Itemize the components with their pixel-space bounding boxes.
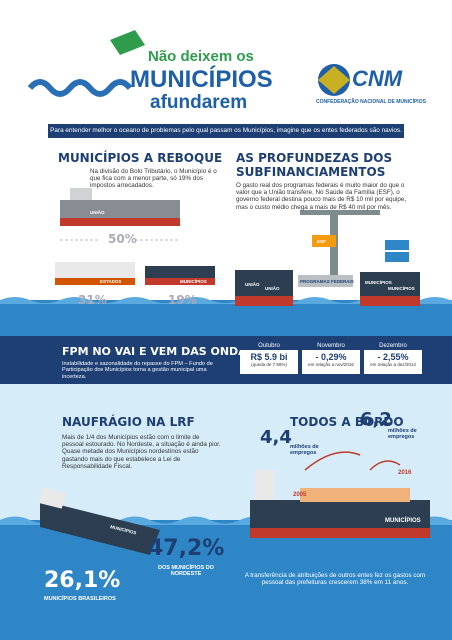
month: Novembro (302, 342, 360, 350)
container (385, 240, 409, 250)
section-title: TODOS A BORDO (290, 415, 404, 429)
stat-label: milhões de empregos (290, 444, 319, 457)
title-line2: MUNICÍPIOS (130, 66, 273, 93)
ship-uniao (235, 270, 293, 300)
month: Dezembro (364, 342, 422, 350)
logo-subtitle: CONFEDERAÇÃO NACIONAL DE MUNICÍPIOS (316, 99, 426, 105)
ship-hull (60, 218, 180, 226)
ship-cabin (38, 487, 66, 509)
arrow (304, 451, 361, 471)
fpm-cell: Dezembro - 2,55% em relação a dez/2014 (364, 342, 422, 374)
ship-hull (55, 278, 135, 285)
ship-label: MUNICÍPIOS (180, 277, 207, 284)
section-title: MUNICÍPIOS A REBOQUE (58, 151, 223, 165)
logo-wave (27, 79, 133, 97)
month: Outubro (240, 342, 298, 350)
fpm-cell: Novembro - 0,29% em relação a nov/2016 (302, 342, 360, 374)
ship-label: MUNICÍPIOS (388, 284, 415, 291)
intro-banner (48, 124, 404, 138)
ship-cabin (255, 470, 275, 500)
share: 31% (78, 293, 107, 307)
note: em relação a dez/2014 (370, 362, 416, 367)
value: R$ 5.9 bi (250, 352, 288, 362)
ship-estados (55, 262, 135, 280)
ship-hull (145, 278, 215, 285)
ship-municipios (360, 272, 420, 300)
platform (298, 275, 353, 287)
section-text: A transferência de atribuições de outros… (244, 572, 426, 587)
section-text: Instabilidade e sazonalidade do repasse … (62, 361, 213, 380)
title-line3: afundarem (150, 92, 248, 113)
logo-diamond (318, 66, 350, 94)
ship-sinking (40, 500, 160, 555)
crane-label: ESF (317, 239, 326, 244)
value: - 0,29% (315, 352, 347, 362)
ship-label: ESTADOS (100, 279, 121, 284)
arrow (369, 460, 401, 471)
share: 50% (108, 232, 137, 246)
value: - 2,55% (377, 352, 409, 362)
stat-value: 47,2% (148, 536, 225, 561)
section-title: SUBFINANCIAMENTOS (236, 165, 386, 179)
ship-municipios (145, 266, 215, 280)
stat-value: 26,1% (44, 568, 121, 593)
note: em relação a nov/2016 (308, 362, 354, 367)
section-text: O gasto real dos programas federais é mu… (236, 182, 407, 211)
platform-label: PROGRAMAS FEDERAIS (300, 279, 354, 284)
stat-label: MUNICÍPIOS BRASILEIROS (44, 596, 116, 602)
intro-text: Para entender melhor o oceano de problem… (50, 127, 402, 134)
year: 2005 (293, 492, 307, 498)
logo-text: CNM (352, 66, 403, 91)
section-title: NAUFRÁGIO NA LRF (62, 415, 195, 429)
section-text: Mais de 1/4 dos Municípios estão com o l… (62, 434, 221, 470)
ship-label: UNIÃO (245, 281, 260, 287)
ship-hull (360, 296, 420, 306)
stat-value: 6,2 (360, 409, 392, 430)
ship-label: MUNICÍPIOS (385, 516, 421, 524)
year: 2016 (398, 470, 412, 476)
container (385, 252, 409, 262)
section-title: AS PROFUNDEZAS DOS (236, 151, 393, 165)
title-line1: Não deixem os (148, 48, 254, 65)
note: (queda de 7.59%) (251, 362, 287, 367)
stat-label: DOS MUNICÍPIOS DO NORDESTE (158, 565, 214, 578)
ship-hull (235, 296, 293, 306)
crane-arm (300, 210, 380, 215)
ship-municipios (250, 500, 430, 530)
sea-deep (0, 520, 452, 640)
container (312, 235, 336, 247)
ship-hull (250, 528, 430, 538)
stat-value: 4,4 (260, 427, 292, 448)
logo-ship (110, 30, 145, 55)
ship-cabin (70, 188, 92, 200)
crowd (300, 488, 410, 502)
share: 19% (168, 293, 197, 307)
fpm-cell: Outubro R$ 5.9 bi (queda de 7.59%) (240, 342, 298, 374)
wave (0, 297, 452, 304)
ship-label: UNIÃO (90, 209, 105, 215)
section-text: Na divisão do Bolo Tributário, o Municíp… (90, 168, 217, 190)
stat-label: milhões de empregos (388, 428, 417, 441)
ship-label: MUNICÍPIOS (365, 278, 392, 285)
section-title: FPM NO VAI E VEM DAS ONDAS (62, 345, 255, 358)
ship-uniao (60, 200, 180, 222)
ship-label: UNIÃO (265, 285, 280, 291)
